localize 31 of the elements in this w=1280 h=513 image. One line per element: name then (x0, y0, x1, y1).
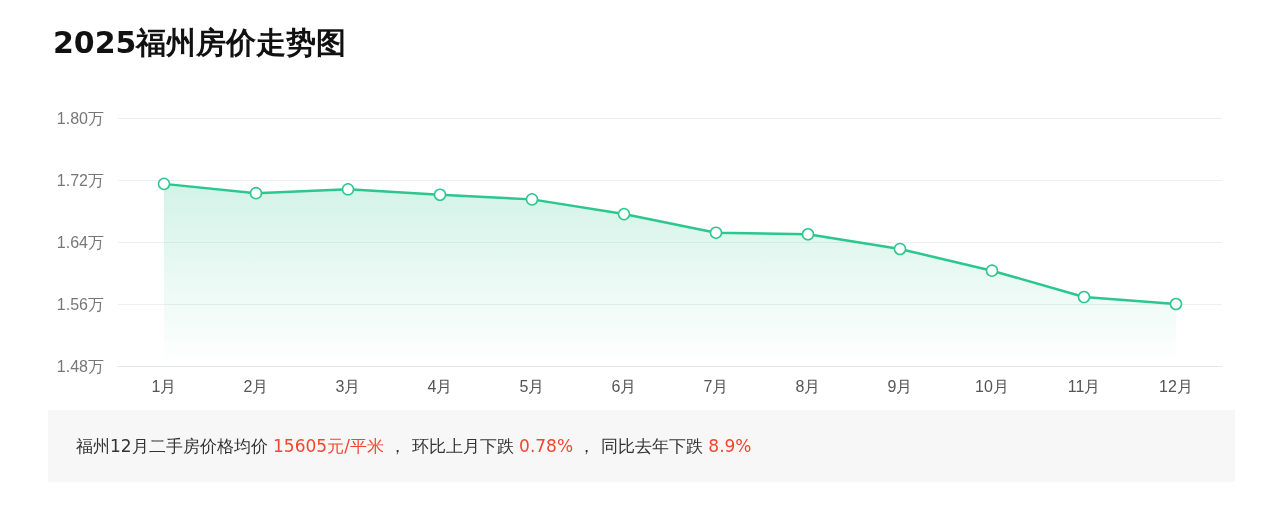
x-tick-label: 4月 (427, 377, 453, 395)
text: 福州12月二手房价格均价 15605元/平米 ， 环比上月下跌 0.78% ， 同比去年下跌 8.9% (48, 410, 1235, 482)
x-tick-label: 12月 (1159, 377, 1193, 395)
y-tick-label: 1.80万 (56, 109, 104, 127)
point (801, 228, 815, 241)
point (617, 207, 631, 221)
x-tick-label: 7月 (703, 377, 729, 395)
chart-title: 2025福州房价走势图 (53, 24, 347, 60)
x-tick-label: 2月 (243, 377, 269, 395)
y-tick-label: 1.72万 (56, 171, 104, 189)
point (525, 193, 539, 206)
point (433, 188, 447, 201)
point (249, 186, 263, 200)
x-tick-label: 5月 (519, 377, 545, 395)
x-tick-label: 10月 (975, 377, 1009, 395)
point (157, 177, 171, 191)
x-tick-label: 1月 (151, 377, 177, 395)
x-tick-label: 8月 (795, 377, 821, 395)
x-tick-label: 3月 (335, 377, 361, 395)
point (985, 264, 999, 277)
point (341, 183, 355, 196)
point (1077, 290, 1091, 304)
point (709, 226, 723, 239)
point (1169, 297, 1183, 311)
y-tick-label: 1.56万 (56, 295, 104, 313)
x-tick-label: 6月 (611, 377, 637, 395)
x-tick-label: 11月 (1067, 377, 1101, 395)
point (893, 242, 907, 256)
y-tick-label: 1.64万 (56, 233, 104, 251)
y-tick-label: 1.48万 (56, 357, 104, 375)
x-tick-label: 9月 (887, 377, 913, 395)
